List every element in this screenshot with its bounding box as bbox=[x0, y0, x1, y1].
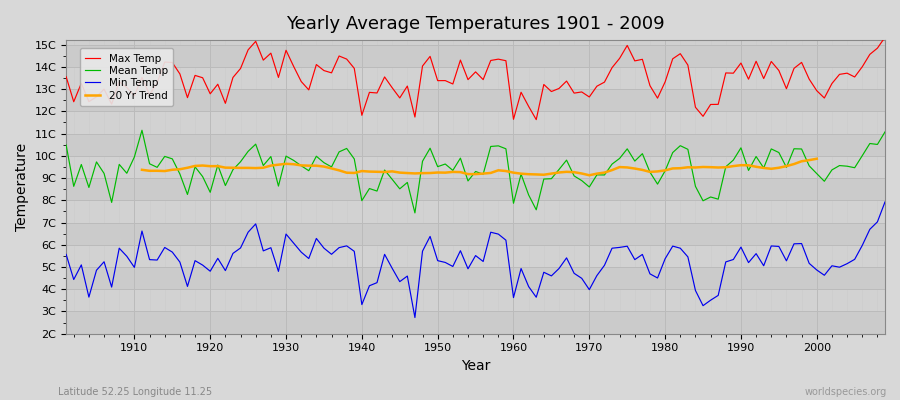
X-axis label: Year: Year bbox=[461, 359, 491, 373]
Max Temp bbox=[288, 64, 299, 69]
Max Temp bbox=[531, 117, 542, 122]
Min Temp bbox=[607, 246, 617, 250]
Min Temp bbox=[516, 266, 526, 271]
Text: worldspecies.org: worldspecies.org bbox=[805, 387, 886, 397]
Max Temp bbox=[61, 74, 72, 79]
Bar bbox=[67, 289, 885, 312]
Max Temp bbox=[122, 85, 132, 90]
Max Temp bbox=[334, 54, 345, 58]
Bar bbox=[67, 67, 885, 89]
Mean Temp bbox=[614, 156, 625, 161]
Min Temp bbox=[508, 295, 519, 300]
Bar bbox=[67, 134, 885, 156]
20 Yr Trend bbox=[228, 165, 238, 170]
Min Temp bbox=[410, 315, 420, 320]
Mean Temp bbox=[879, 130, 890, 134]
Bar bbox=[67, 178, 885, 200]
Line: Min Temp: Min Temp bbox=[67, 202, 885, 318]
Bar bbox=[67, 111, 885, 134]
20 Yr Trend bbox=[720, 165, 731, 170]
Mean Temp bbox=[137, 128, 148, 133]
Mean Temp bbox=[122, 171, 132, 176]
20 Yr Trend bbox=[706, 165, 716, 170]
Bar bbox=[67, 267, 885, 289]
Min Temp bbox=[334, 245, 345, 250]
Min Temp bbox=[879, 200, 890, 204]
Min Temp bbox=[288, 241, 299, 246]
Bar bbox=[67, 312, 885, 334]
Y-axis label: Temperature: Temperature bbox=[15, 143, 29, 231]
Mean Temp bbox=[341, 146, 352, 151]
20 Yr Trend bbox=[812, 156, 823, 161]
Bar bbox=[67, 156, 885, 178]
Legend: Max Temp, Mean Temp, Min Temp, 20 Yr Trend: Max Temp, Mean Temp, Min Temp, 20 Yr Tre… bbox=[79, 48, 173, 106]
20 Yr Trend bbox=[788, 162, 799, 166]
Line: Max Temp: Max Temp bbox=[67, 37, 885, 120]
Max Temp bbox=[879, 35, 890, 40]
Bar bbox=[67, 245, 885, 267]
Mean Temp bbox=[523, 192, 534, 197]
20 Yr Trend bbox=[614, 165, 625, 170]
Mean Temp bbox=[61, 142, 72, 147]
Text: Latitude 52.25 Longitude 11.25: Latitude 52.25 Longitude 11.25 bbox=[58, 387, 212, 397]
Mean Temp bbox=[516, 172, 526, 176]
Title: Yearly Average Temperatures 1901 - 2009: Yearly Average Temperatures 1901 - 2009 bbox=[286, 15, 665, 33]
Max Temp bbox=[607, 65, 617, 70]
Min Temp bbox=[122, 254, 132, 259]
Mean Temp bbox=[296, 163, 307, 168]
Bar bbox=[67, 44, 885, 67]
Min Temp bbox=[61, 252, 72, 257]
20 Yr Trend bbox=[341, 170, 352, 175]
Bar bbox=[67, 89, 885, 111]
Bar bbox=[67, 222, 885, 245]
20 Yr Trend bbox=[137, 168, 148, 172]
Line: 20 Yr Trend: 20 Yr Trend bbox=[142, 159, 817, 175]
Max Temp bbox=[508, 117, 519, 122]
Mean Temp bbox=[410, 210, 420, 215]
Max Temp bbox=[500, 58, 511, 63]
Line: Mean Temp: Mean Temp bbox=[67, 130, 885, 213]
Bar bbox=[67, 200, 885, 222]
20 Yr Trend bbox=[584, 173, 595, 178]
